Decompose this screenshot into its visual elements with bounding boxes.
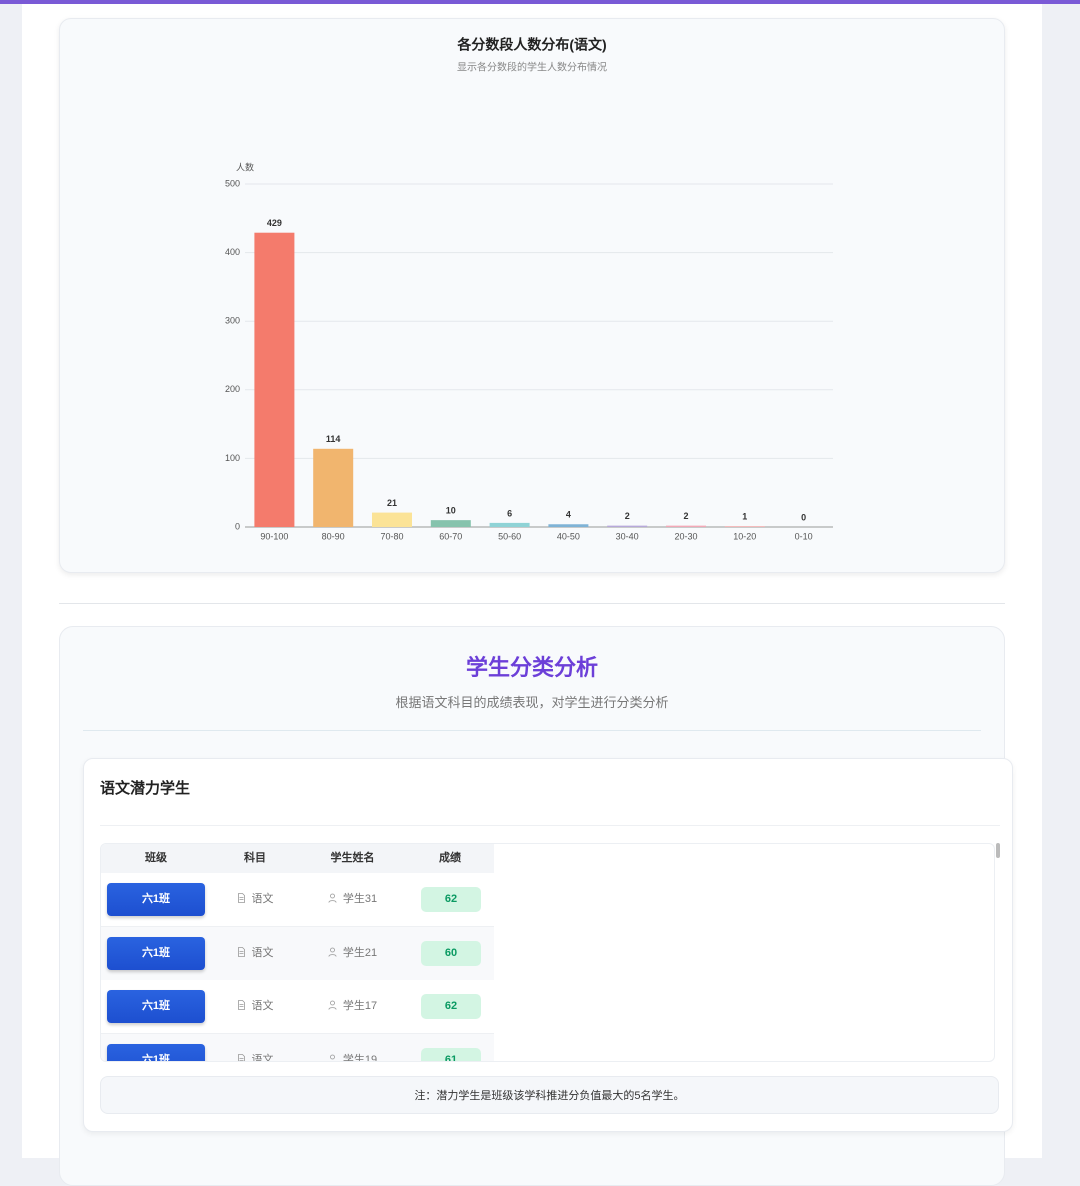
score-pill: 62: [421, 994, 481, 1019]
name-cell: 学生31: [299, 873, 406, 926]
bar: [254, 232, 295, 527]
bar: [313, 448, 354, 527]
bar: [548, 524, 589, 527]
subject: 语文: [251, 1000, 274, 1012]
value-label: 10: [446, 506, 456, 516]
y-tick-label: 500: [225, 178, 240, 188]
table-row: 六1班 语文 学生31 62: [101, 873, 494, 927]
person-icon: [328, 1000, 337, 1010]
x-tick-label: 10-20: [733, 531, 756, 541]
value-label: 2: [683, 511, 688, 521]
column-header: 学生姓名: [330, 852, 375, 864]
section-subtitle: 根据语文科目的成绩表现，对学生进行分类分析: [395, 695, 669, 710]
column-header: 科目: [244, 852, 266, 864]
chart: 各分数段人数分布(语文) 显示各分数段的学生人数分布情况 人数 01002003…: [225, 37, 833, 541]
subject-cell: 语文: [211, 927, 299, 980]
section-title: 学生分类分析: [465, 655, 598, 680]
score-pill: 62: [421, 887, 481, 912]
divider: [83, 730, 981, 731]
y-tick-label: 0: [235, 521, 240, 531]
table: 班级 科目 学生姓名 成绩 六1班 语文 学生31 62 六1班 语文 学生21 60 六1班 语文 学生1…: [100, 843, 995, 1062]
y-tick-label: 400: [225, 247, 240, 257]
class-badge[interactable]: 六1班: [107, 883, 205, 916]
bar: [724, 526, 765, 527]
x-tick-label: 40-50: [557, 531, 580, 541]
value-label: 0: [801, 512, 806, 522]
score-pill: 60: [421, 940, 481, 966]
x-tick-label: 0-10: [795, 531, 813, 541]
y-tick-label: 300: [225, 316, 240, 326]
bar: [607, 525, 648, 527]
table-row: 六1班 语文 学生17 62: [101, 980, 494, 1034]
value-label: 4: [566, 510, 571, 520]
value-label: 6: [507, 508, 512, 518]
y-tick-label: 100: [225, 453, 240, 463]
bar: [430, 520, 471, 527]
bar: [489, 522, 530, 527]
doc-icon: [237, 893, 245, 903]
value-label: 429: [267, 218, 282, 228]
divider: [100, 825, 1000, 826]
value-label: 114: [326, 434, 341, 444]
value-label: 21: [387, 498, 397, 508]
x-tick-label: 60-70: [439, 531, 462, 541]
subject: 语文: [251, 1053, 274, 1062]
class-badge[interactable]: 六1班: [107, 1043, 205, 1061]
column-header: 成绩: [439, 852, 461, 864]
x-tick-label: 50-60: [498, 531, 521, 541]
name-cell: 学生17: [299, 980, 406, 1033]
x-tick-label: 80-90: [322, 531, 345, 541]
y-axis-label: 人数: [236, 161, 254, 172]
y-tick-label: 200: [225, 384, 240, 394]
doc-icon: [237, 1000, 245, 1010]
x-tick-label: 90-100: [260, 531, 288, 541]
x-tick-label: 30-40: [616, 531, 639, 541]
subject-cell: 语文: [211, 873, 299, 926]
note: 注：潜力学生是班级该学科推进分负值最大的5名学生。: [100, 1076, 999, 1114]
x-tick-label: 70-80: [380, 531, 403, 541]
person-icon: [329, 1054, 335, 1061]
bar: [666, 525, 706, 527]
value-label: 2: [625, 511, 630, 521]
column-header: 班级: [145, 852, 167, 864]
chart-title: 各分数段人数分布(语文): [456, 37, 606, 53]
chart-subtitle: 显示各分数段的学生人数分布情况: [457, 61, 607, 74]
chart-card: [59, 18, 1005, 573]
divider: [59, 603, 1005, 604]
bar: [372, 512, 412, 527]
panel-title: 语文潜力学生: [100, 780, 191, 797]
doc-icon: [237, 946, 245, 957]
table-row: 六1班 语文 学生21 60: [101, 926, 494, 981]
top-bar: [0, 0, 1080, 4]
name-cell: 学生19: [299, 1034, 406, 1062]
scrollbar: [996, 843, 1000, 858]
student-name: 学生19: [342, 1053, 378, 1062]
subject-cell: 语文: [211, 1034, 299, 1062]
score-pill: 61: [421, 1047, 481, 1061]
table-header: [101, 844, 494, 873]
student-name: 学生21: [342, 946, 378, 959]
subject: 语文: [251, 946, 274, 959]
name-cell: 学生21: [299, 927, 406, 980]
x-tick-label: 20-30: [674, 531, 697, 541]
class-badge[interactable]: 六1班: [107, 990, 205, 1023]
class-badge[interactable]: 六1班: [107, 936, 205, 970]
subject-cell: 语文: [211, 980, 299, 1033]
subject: 语文: [251, 893, 274, 905]
student-name: 学生17: [342, 1000, 378, 1012]
person-icon: [328, 947, 337, 957]
person-icon: [328, 893, 337, 903]
doc-icon: [237, 1053, 245, 1061]
student-name: 学生31: [342, 893, 378, 905]
value-label: 1: [742, 512, 747, 522]
table-row: 六1班语文 学生19 61: [101, 1033, 494, 1062]
